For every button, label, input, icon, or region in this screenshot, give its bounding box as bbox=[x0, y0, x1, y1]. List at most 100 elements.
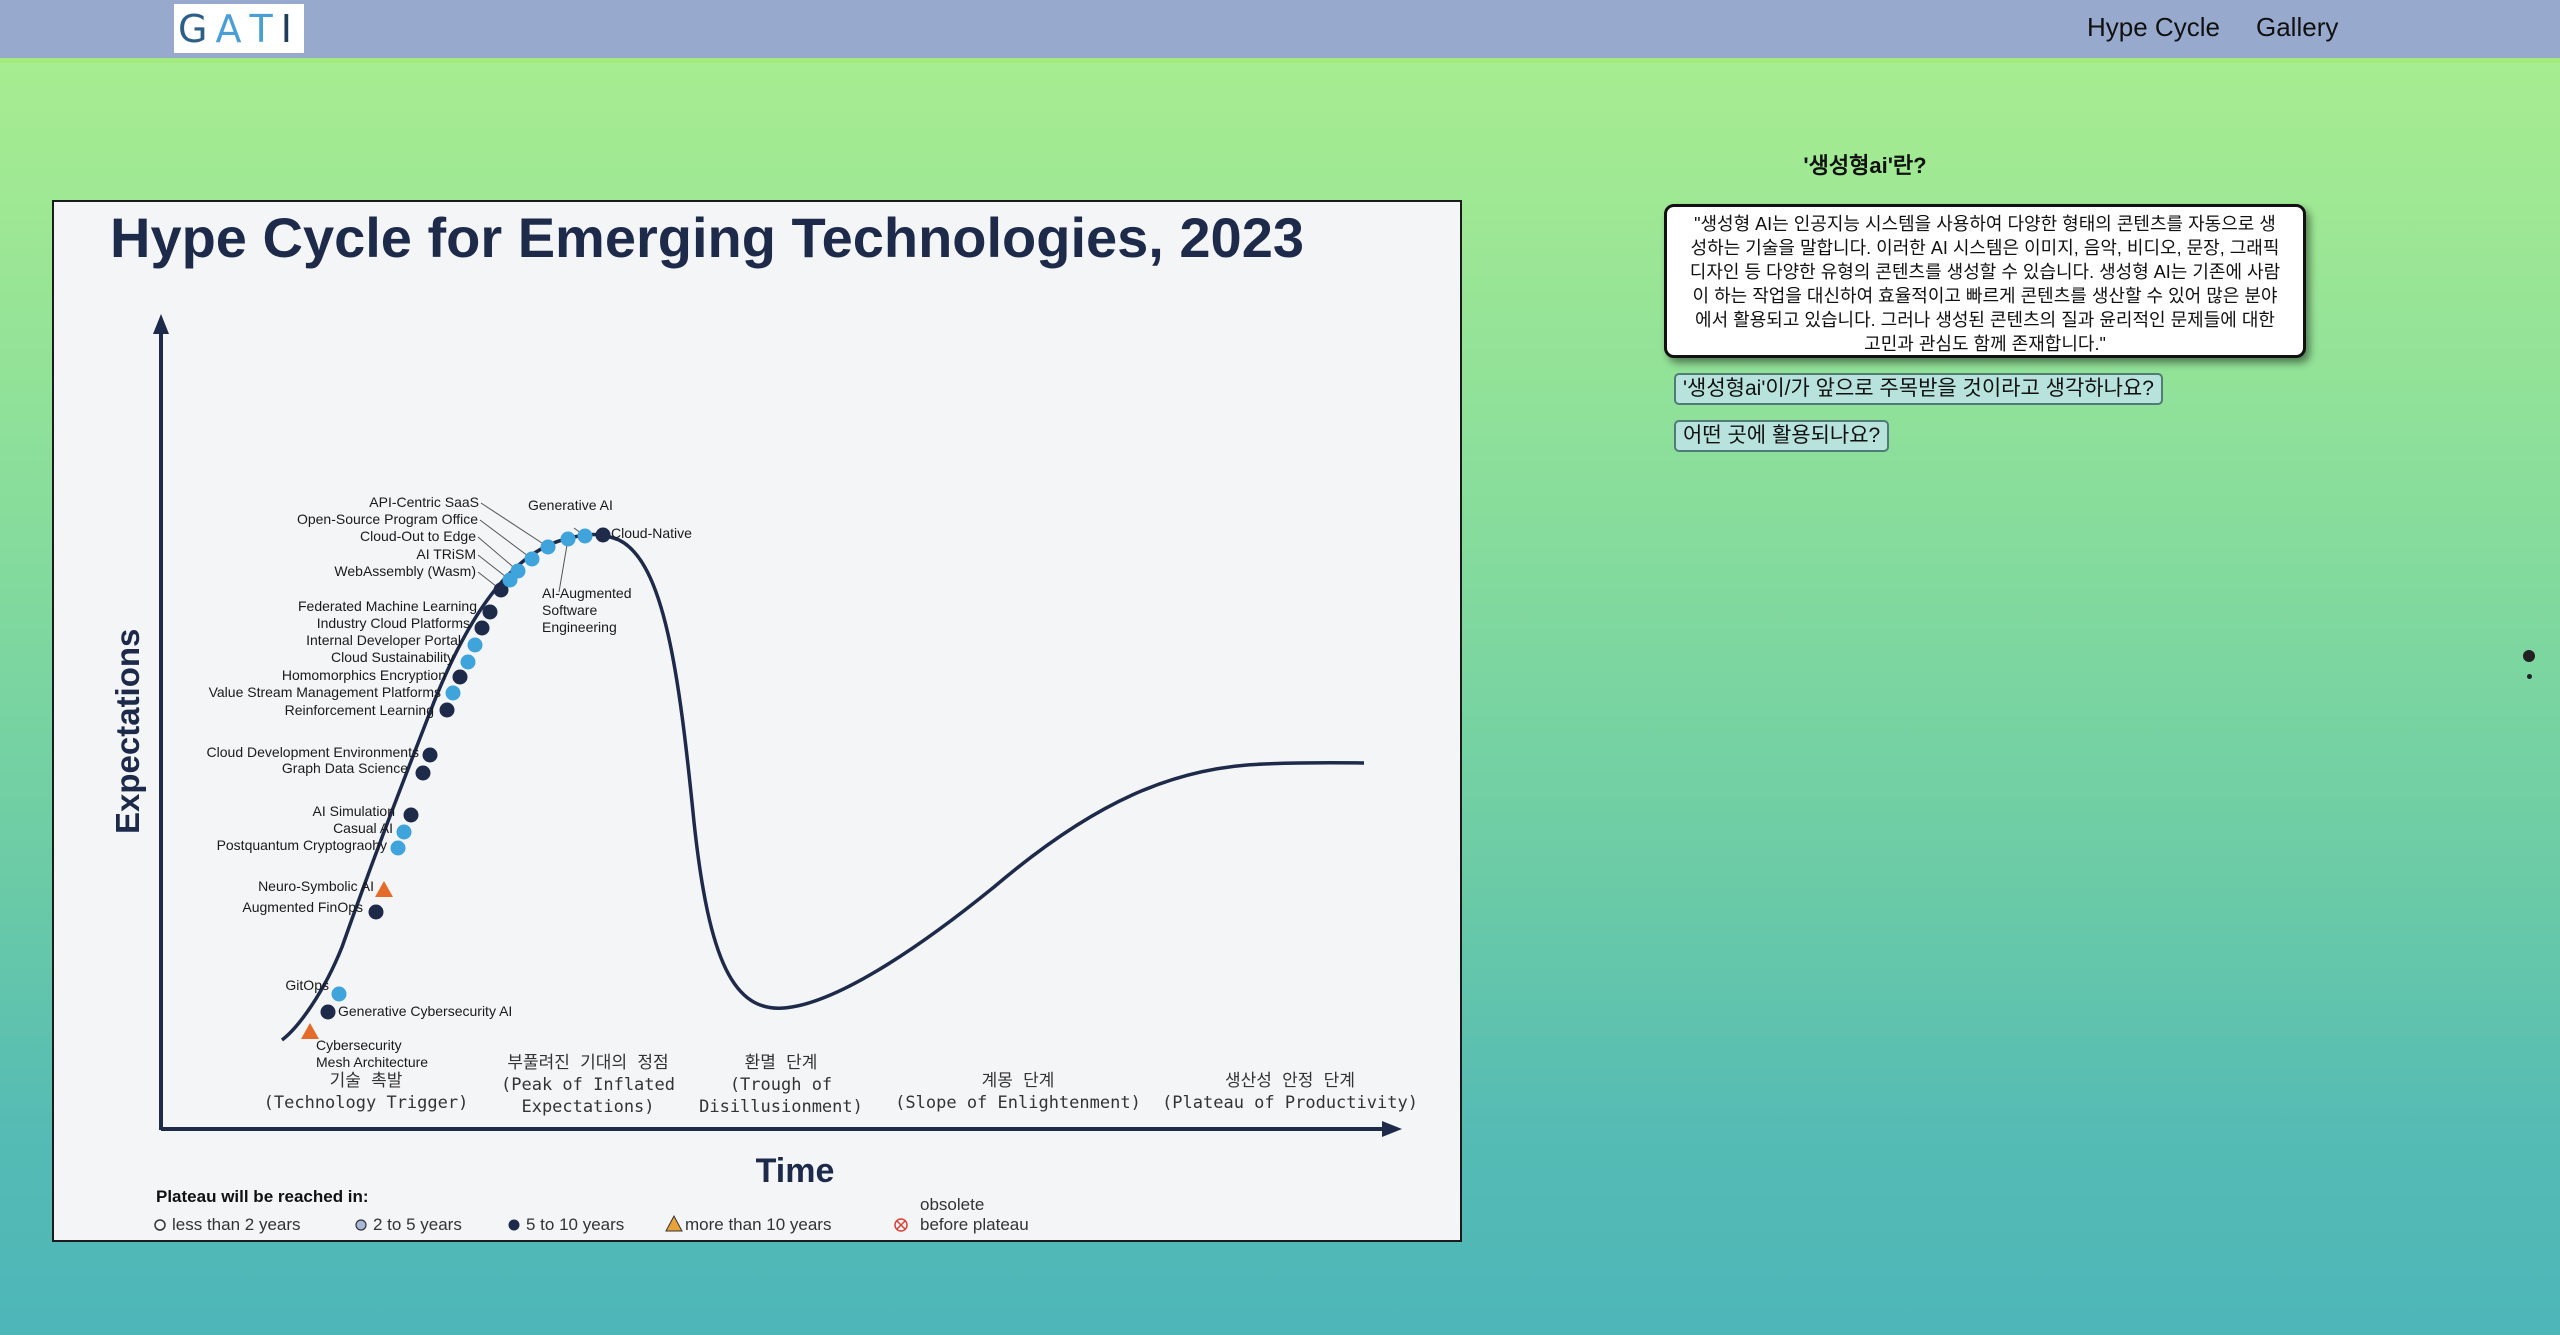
nav-link-hype-cycle[interactable]: Hype Cycle bbox=[2087, 12, 2220, 42]
point-federated-machine-learning bbox=[482, 604, 498, 620]
point-generative-cybersecurity-ai bbox=[320, 1004, 336, 1020]
label-cloud-sustainability: Cloud Sustainability bbox=[331, 649, 454, 665]
answer-line: 에서 활용되고 있습니다. 그러나 생성된 콘텐츠의 질과 윤리적인 문제들에 … bbox=[1695, 310, 2275, 330]
scroll-indicator-dot[interactable] bbox=[2523, 650, 2535, 662]
point-postquantum-cryptography bbox=[390, 840, 406, 856]
nav-link-gallery[interactable]: Gallery bbox=[2256, 12, 2339, 42]
answer-line: 성하는 기술을 말합니다. 이러한 AI 시스템은 이미지, 음악, 비디오, … bbox=[1690, 238, 2280, 258]
y-axis-label: Expectations bbox=[109, 629, 146, 834]
logo-letter-a: A bbox=[215, 6, 250, 51]
point-cybersecurity-mesh-architecture bbox=[301, 1023, 319, 1039]
top-nav-bar: G A T I Hype Cycle Gallery bbox=[0, 0, 2560, 63]
label-generative-cybersecurity-ai: Generative Cybersecurity AI bbox=[338, 1003, 512, 1019]
legend-label: more than 10 years bbox=[685, 1215, 831, 1234]
leader-line bbox=[477, 536, 519, 572]
scroll-indicator-dot-small[interactable] bbox=[2527, 674, 2532, 679]
gati-logo[interactable]: G A T I bbox=[174, 4, 304, 53]
point-cloud-sustainability bbox=[460, 654, 476, 670]
x-axis-arrow bbox=[1382, 1121, 1402, 1137]
label-value-stream-management-platforms: Value Stream Management Platforms bbox=[209, 684, 441, 700]
label-neuro-symbolic-ai: Neuro-Symbolic AI bbox=[258, 878, 374, 894]
label-api-centric-saas: API-Centric SaaS bbox=[369, 494, 479, 510]
label-casual-ai: Casual AI bbox=[333, 820, 393, 836]
point-ai-augmented-software-engineering bbox=[560, 531, 576, 547]
legend-title: Plateau will be reached in: bbox=[156, 1187, 369, 1206]
legend-label: less than 2 years bbox=[172, 1215, 301, 1234]
label-industry-cloud-platforms: Industry Cloud Platforms bbox=[317, 615, 470, 631]
phase-label-1: 기술 촉발 (Technology Trigger) bbox=[264, 1071, 469, 1113]
legend-marker-dark-circle bbox=[508, 1219, 520, 1231]
label-cloud-out-to-edge: Cloud-Out to Edge bbox=[360, 528, 476, 544]
legend-label: 5 to 10 years bbox=[526, 1215, 624, 1234]
phase-label-5: 생산성 안정 단계 (Plateau of Productivity) bbox=[1162, 1071, 1418, 1113]
label-homomorphics-encryption: Homomorphics Encryption bbox=[282, 667, 446, 683]
point-api-centric-saas bbox=[540, 539, 556, 555]
label-augmented-finops: Augmented FinOps bbox=[242, 899, 363, 915]
point-webassembly-wasm bbox=[493, 582, 509, 598]
answer-line: 디자인 등 다양한 유형의 콘텐츠를 생성할 수 있습니다. 생성형 AI는 기… bbox=[1689, 262, 2281, 282]
leader-line bbox=[479, 519, 533, 560]
phase-labels: 기술 촉발 (Technology Trigger) 부풀려진 기대의 정점 (Pea… bbox=[264, 1053, 1418, 1117]
x-axis-label: Time bbox=[756, 1152, 835, 1190]
phase-label-4: 계몽 단계 (Slope of Enlightenment) bbox=[895, 1071, 1141, 1113]
phase-label-2: 부풀려진 기대의 정점 (Peak of Inflated Expectations… bbox=[501, 1053, 675, 1117]
topic-title: '생성형ai'란? bbox=[1803, 153, 1927, 178]
y-axis-arrow bbox=[153, 314, 169, 334]
legend-marker-triangle bbox=[665, 1214, 683, 1232]
answer-line: 고민과 관심도 함께 존재합니다." bbox=[1864, 334, 2106, 354]
technology-points bbox=[301, 502, 611, 1039]
point-cloud-native bbox=[595, 527, 611, 543]
legend-marker-light-circle bbox=[355, 1219, 367, 1231]
label-generative-ai: Generative AI bbox=[528, 497, 613, 513]
legend-marker-open-circle bbox=[154, 1219, 166, 1231]
answer-line: 이 하는 작업을 대신하여 효율적이고 빠르게 콘텐츠를 생산할 수 있어 많은… bbox=[1692, 286, 2278, 306]
legend-label: obsolete before plateau bbox=[920, 1195, 1029, 1234]
point-industry-cloud-platforms bbox=[474, 620, 490, 636]
label-federated-machine-learning: Federated Machine Learning bbox=[298, 598, 477, 614]
hype-curve bbox=[280, 532, 1365, 1042]
label-gitops: GitOps bbox=[285, 977, 329, 993]
hype-cycle-chart: Hype Cycle for Emerging Technologies, 20… bbox=[52, 200, 1462, 1242]
hype-cycle-svg: Hype Cycle for Emerging Technologies, 20… bbox=[109, 206, 1418, 1234]
point-reinforcement-learning bbox=[439, 702, 455, 718]
label-ai-augmented-software-engineering: AI-Augmented Software Engineering bbox=[542, 585, 632, 635]
point-homomorphics-encryption bbox=[452, 669, 468, 685]
label-cybersecurity-mesh-architecture: Cybersecurity Mesh Architecture bbox=[316, 1037, 428, 1070]
label-postquantum-cryptography: Postquantum Cryptograohy bbox=[217, 837, 387, 853]
leader-line bbox=[558, 538, 569, 593]
label-graph-data-science: Graph Data Science bbox=[282, 760, 408, 776]
label-open-source-program-office: Open-Source Program Office bbox=[297, 511, 478, 527]
label-internal-developer-portal: Internal Developer Portal bbox=[306, 632, 461, 648]
point-open-source-program-office bbox=[524, 551, 540, 567]
label-ai-trism: AI TRiSM bbox=[416, 546, 476, 562]
label-ai-simulation: AI Simulation bbox=[313, 803, 395, 819]
point-internal-developer-portal bbox=[467, 637, 483, 653]
point-value-stream-management-platforms bbox=[445, 685, 461, 701]
label-reinforcement-learning: Reinforcement Learning bbox=[285, 702, 434, 718]
point-augmented-finops bbox=[368, 904, 384, 920]
question-usage-button[interactable]: 어떤 곳에 활용되나요? bbox=[1674, 420, 1890, 452]
label-cloud-development-environments: Cloud Development Environments bbox=[207, 744, 419, 760]
technology-labels: Cybersecurity Mesh Architecture Generative… bbox=[207, 494, 693, 1070]
label-webassembly-wasm: WebAssembly (Wasm) bbox=[334, 563, 476, 579]
point-gitops bbox=[331, 986, 347, 1002]
logo-letter-g: G bbox=[178, 6, 216, 51]
chart-title: Hype Cycle for Emerging Technologies, 20… bbox=[110, 206, 1304, 269]
answer-line: "생성형 AI는 인공지능 시스템을 사용하여 다양한 형태의 콘텐츠를 자동으… bbox=[1694, 214, 2276, 234]
plateau-legend: Plateau will be reached in: less than 2 y… bbox=[154, 1187, 1029, 1234]
logo-letter-i: I bbox=[280, 6, 300, 51]
point-cloud-development-environments bbox=[422, 747, 438, 763]
question-future-attention-button[interactable]: '생성형ai'이/가 앞으로 주목받을 것이라고 생각하나요? bbox=[1674, 373, 2163, 405]
point-generative-ai bbox=[577, 528, 593, 544]
legend-marker-x-circle bbox=[894, 1218, 908, 1232]
label-cloud-native: Cloud-Native bbox=[611, 525, 692, 541]
point-ai-simulation bbox=[403, 807, 419, 823]
phase-label-3: 환멸 단계 (Trough of Disillusionment) bbox=[699, 1053, 863, 1117]
answer-box: "생성형 AI는 인공지능 시스템을 사용하여 다양한 형태의 콘텐츠를 자동으… bbox=[1664, 204, 2306, 358]
legend-label: 2 to 5 years bbox=[373, 1215, 462, 1234]
point-graph-data-science bbox=[415, 765, 431, 781]
point-casual-ai bbox=[396, 824, 412, 840]
logo-letter-t: T bbox=[249, 6, 281, 51]
point-cloud-out-to-edge bbox=[510, 563, 526, 579]
leader-line bbox=[480, 502, 549, 548]
